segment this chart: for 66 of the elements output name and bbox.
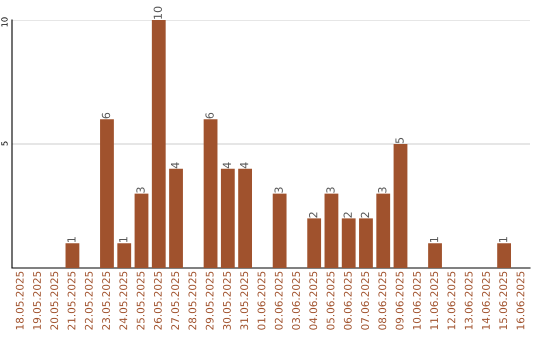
bar — [134, 194, 148, 268]
bar — [66, 243, 80, 268]
x-tick-label: 26.05.2025 — [154, 272, 162, 330]
x-tick-label: 06.06.2025 — [344, 272, 352, 330]
data-label: 4 — [240, 162, 248, 168]
x-tick-label: 30.05.2025 — [222, 272, 231, 330]
bar — [152, 20, 166, 268]
bar — [100, 119, 114, 268]
x-tick-label: 07.06.2025 — [361, 272, 369, 330]
data-label: 3 — [274, 187, 283, 193]
data-label: 2 — [308, 212, 318, 218]
x-tick-label: 14.06.2025 — [482, 272, 490, 330]
bar — [394, 144, 408, 268]
bar — [169, 168, 183, 268]
x-tick-label: 28.05.2025 — [188, 272, 196, 330]
x-tick-label: 20.05.2025 — [50, 272, 58, 330]
data-label: 3 — [378, 187, 386, 193]
bar — [359, 218, 373, 268]
x-tick-label: 04.06.2025 — [309, 272, 318, 330]
data-label: 1 — [67, 237, 76, 242]
x-tick-label: 27.05.2025 — [171, 272, 180, 330]
x-tick-label: 09.06.2025 — [396, 272, 404, 330]
x-tick-label: 21.05.2025 — [68, 272, 76, 330]
bar — [376, 194, 390, 268]
x-tick-label: 11.06.2025 — [430, 272, 438, 330]
data-label: 4 — [222, 162, 231, 168]
x-tick-label: 08.06.2025 — [378, 272, 386, 330]
x-tick-label: 13.06.2025 — [464, 272, 473, 330]
x-tick-label: 24.05.2025 — [119, 272, 128, 330]
bar — [272, 194, 287, 268]
bar — [238, 168, 252, 268]
bar — [342, 218, 356, 268]
data-label: 1 — [430, 237, 438, 242]
x-tick-label: 25.05.2025 — [136, 272, 145, 330]
x-tick-label: 02.06.2025 — [274, 272, 283, 330]
x-tick-label: 19.05.2025 — [33, 272, 41, 330]
bar — [497, 243, 512, 268]
data-label: 10 — [154, 6, 162, 19]
data-label: 5 — [395, 138, 404, 144]
bar — [307, 218, 322, 268]
x-tick-label: 01.06.2025 — [258, 272, 266, 330]
x-tick-label: 05.06.2025 — [326, 272, 334, 330]
x-tick-label: 23.05.2025 — [102, 272, 110, 330]
data-label: 3 — [136, 187, 145, 193]
x-tick-label: 10.06.2025 — [412, 272, 421, 330]
bar — [324, 194, 338, 268]
x-tick-label: 16.06.2025 — [516, 272, 524, 330]
bar — [204, 119, 218, 268]
x-tick-label: 29.05.2025 — [206, 272, 214, 330]
x-tick-label: 03.06.2025 — [292, 272, 300, 330]
data-label: 1 — [499, 237, 508, 242]
data-label: 6 — [102, 112, 110, 118]
data-label: 4 — [171, 162, 180, 168]
data-label: 2 — [360, 212, 370, 218]
data-label: 3 — [326, 187, 335, 193]
bar — [117, 243, 132, 268]
x-tick-label: 18.05.2025 — [16, 272, 24, 330]
data-label: 1 — [119, 237, 128, 242]
x-tick-label: 31.05.2025 — [240, 272, 248, 330]
data-label: 6 — [205, 112, 214, 118]
x-tick-label: 12.06.2025 — [447, 272, 456, 330]
x-tick-label: 15.06.2025 — [499, 272, 508, 330]
bar — [428, 243, 442, 268]
x-tick-label: 22.05.2025 — [84, 272, 93, 330]
data-label: 2 — [344, 212, 352, 218]
bar — [220, 168, 235, 268]
